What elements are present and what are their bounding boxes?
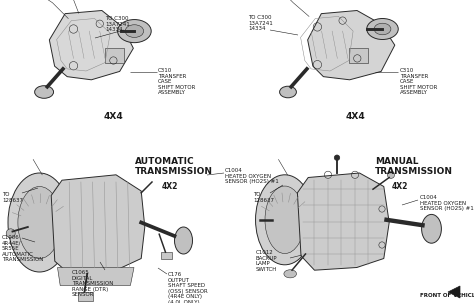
Polygon shape: [448, 286, 460, 298]
Text: C176
OUTPUT
SHAFT SPEED
(OSS) SENSOR
(4R4E ONLY)
(4.0L ONLY): C176 OUTPUT SHAFT SPEED (OSS) SENSOR (4R…: [168, 272, 208, 303]
Polygon shape: [49, 11, 133, 80]
FancyBboxPatch shape: [161, 252, 172, 259]
Ellipse shape: [35, 86, 54, 98]
Ellipse shape: [174, 227, 192, 254]
Text: MANUAL: MANUAL: [375, 157, 419, 166]
Polygon shape: [297, 173, 389, 270]
Ellipse shape: [8, 173, 71, 272]
Ellipse shape: [374, 23, 391, 35]
Polygon shape: [51, 175, 145, 274]
FancyBboxPatch shape: [78, 292, 92, 301]
Ellipse shape: [284, 270, 297, 278]
Ellipse shape: [421, 215, 441, 243]
Text: TO
128637: TO 128637: [253, 192, 274, 203]
Ellipse shape: [18, 187, 61, 258]
Text: TRANSMISSION: TRANSMISSION: [375, 167, 453, 176]
FancyBboxPatch shape: [349, 48, 368, 63]
Ellipse shape: [255, 175, 314, 265]
Ellipse shape: [118, 20, 151, 43]
Polygon shape: [57, 268, 134, 285]
Text: C310
TRANSFER
CASE
SHIFT MOTOR
ASSEMBLY: C310 TRANSFER CASE SHIFT MOTOR ASSEMBLY: [158, 68, 195, 95]
Text: 4X4: 4X4: [103, 112, 123, 121]
Text: C1006
4R44E/
5R55E
AUTOMATIC
TRANSMISSION: C1006 4R44E/ 5R55E AUTOMATIC TRANSMISSIO…: [2, 235, 44, 262]
Ellipse shape: [125, 25, 144, 38]
Text: TO C300
13A7241
14334: TO C300 13A7241 14334: [105, 16, 130, 32]
Text: 4X2: 4X2: [392, 182, 408, 191]
Circle shape: [334, 155, 340, 160]
Text: 4X4: 4X4: [345, 112, 365, 121]
Text: TO
128637: TO 128637: [2, 192, 23, 203]
Text: C1065
DIGITAL
TRANSMISSION
RANGE (DTR)
SENSOR: C1065 DIGITAL TRANSMISSION RANGE (DTR) S…: [72, 270, 113, 298]
Text: C1004
HEATED OXYGEN
SENSOR (HO2S) #1: C1004 HEATED OXYGEN SENSOR (HO2S) #1: [420, 195, 474, 211]
FancyBboxPatch shape: [105, 48, 124, 63]
Circle shape: [6, 229, 15, 238]
Ellipse shape: [265, 186, 305, 254]
Polygon shape: [308, 11, 395, 80]
Circle shape: [387, 171, 394, 178]
Text: C310
TRANSFER
CASE
SHIFT MOTOR
ASSEMBLY: C310 TRANSFER CASE SHIFT MOTOR ASSEMBLY: [400, 68, 438, 95]
Text: C1004
HEATED OXYGEN
SENSOR (HO2S) #1: C1004 HEATED OXYGEN SENSOR (HO2S) #1: [225, 168, 279, 184]
Ellipse shape: [367, 18, 398, 39]
Ellipse shape: [280, 86, 296, 98]
Text: TO C300
13A7241
14334: TO C300 13A7241 14334: [248, 15, 273, 31]
Text: C1012
BACKUP
LAMP
SWITCH: C1012 BACKUP LAMP SWITCH: [256, 250, 278, 272]
Text: 4X2: 4X2: [162, 182, 178, 191]
Text: AUTOMATIC: AUTOMATIC: [135, 157, 195, 166]
Text: FRONT OF VEHICLE: FRONT OF VEHICLE: [420, 293, 474, 298]
Text: TRANSMISSION: TRANSMISSION: [135, 167, 213, 176]
